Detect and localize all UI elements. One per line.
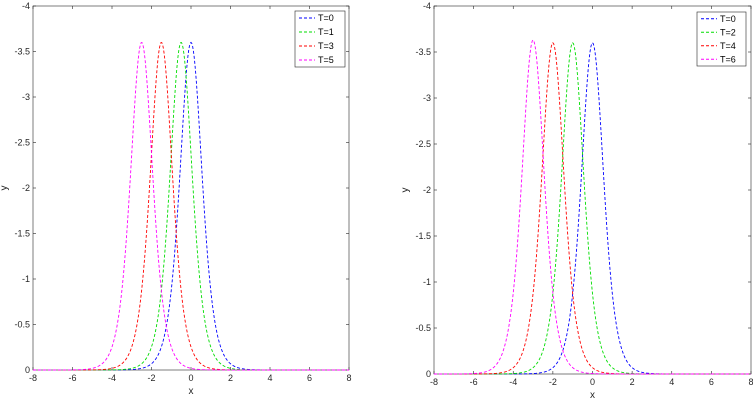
y-tick-label: -2 [22, 183, 30, 193]
y-tick-label: -2 [423, 185, 431, 195]
y-tick-label: -3.5 [415, 47, 431, 57]
x-tick-label: -6 [68, 373, 76, 383]
left-plot: -8 -6 -4 -2 0 2 4 6 8 0 -0.5 -1 -1.5 -2 -2.5 -3 -3.5 -4 x y… [0, 1, 352, 397]
legend-box [696, 11, 747, 67]
x-tick-label: -4 [509, 377, 517, 387]
y-tick-label: -3.5 [14, 47, 30, 57]
x-tick-label: 8 [748, 377, 753, 387]
x-tick-label: -4 [108, 373, 116, 383]
y-tick-label: -4 [22, 1, 30, 11]
x-tick-label: 2 [630, 377, 635, 387]
series-line-T-6 [434, 39, 751, 375]
y-tick-label: -1.5 [14, 229, 30, 239]
y-tick-label: -4 [423, 1, 431, 11]
x-tick-label: -2 [549, 377, 557, 387]
y-tick-label: -3 [423, 93, 431, 103]
legend-entry: T=5 [318, 55, 334, 65]
y-tick-label: -1.5 [415, 231, 431, 241]
y-axis-label: y [0, 186, 10, 191]
legend-entry: T=1 [318, 27, 334, 37]
x-tick-label: 0 [188, 373, 193, 383]
x-tick-label: -6 [470, 377, 478, 387]
x-axis-label: x [590, 390, 595, 401]
y-tick-label: -1 [22, 274, 30, 284]
legend-box [294, 10, 346, 68]
x-tick-label: -8 [29, 373, 37, 383]
y-tick-label: 0 [426, 369, 431, 379]
legend-entry: T=6 [720, 54, 736, 64]
y-tick-label: 0 [25, 365, 30, 375]
axes-box [433, 5, 752, 375]
x-tick-label: -2 [147, 373, 155, 383]
y-tick-label: -3 [22, 92, 30, 102]
x-tick-label: -8 [430, 377, 438, 387]
legend-entry: T=3 [318, 41, 334, 51]
y-tick-label: -1 [423, 277, 431, 287]
right-plot: -8 -6 -4 -2 0 2 4 6 8 0 -0.5 -1 -1.5 -2 -2.5 -3 -3.5 -4 x y… [400, 1, 753, 401]
legend-entry: T=0 [318, 13, 334, 23]
x-tick-label: 8 [346, 373, 351, 383]
series-line-T-3 [33, 42, 349, 371]
x-tick-label: 4 [267, 373, 272, 383]
legend-entry: T=4 [720, 41, 736, 51]
legend-entry: T=0 [720, 14, 736, 24]
series-line-T-5 [33, 42, 349, 371]
x-axis-label: x [189, 386, 194, 397]
x-tick-label: 2 [228, 373, 233, 383]
y-tick-label: -2.5 [14, 138, 30, 148]
legend-entry: T=2 [720, 27, 736, 37]
x-tick-label: 4 [669, 377, 674, 387]
x-tick-label: 6 [307, 373, 312, 383]
x-tick-label: 6 [709, 377, 714, 387]
x-tick-label: 0 [590, 377, 595, 387]
y-tick-label: -0.5 [415, 323, 431, 333]
y-tick-label: -2.5 [415, 139, 431, 149]
y-axis-label: y [400, 188, 411, 193]
y-tick-label: -0.5 [14, 320, 30, 330]
